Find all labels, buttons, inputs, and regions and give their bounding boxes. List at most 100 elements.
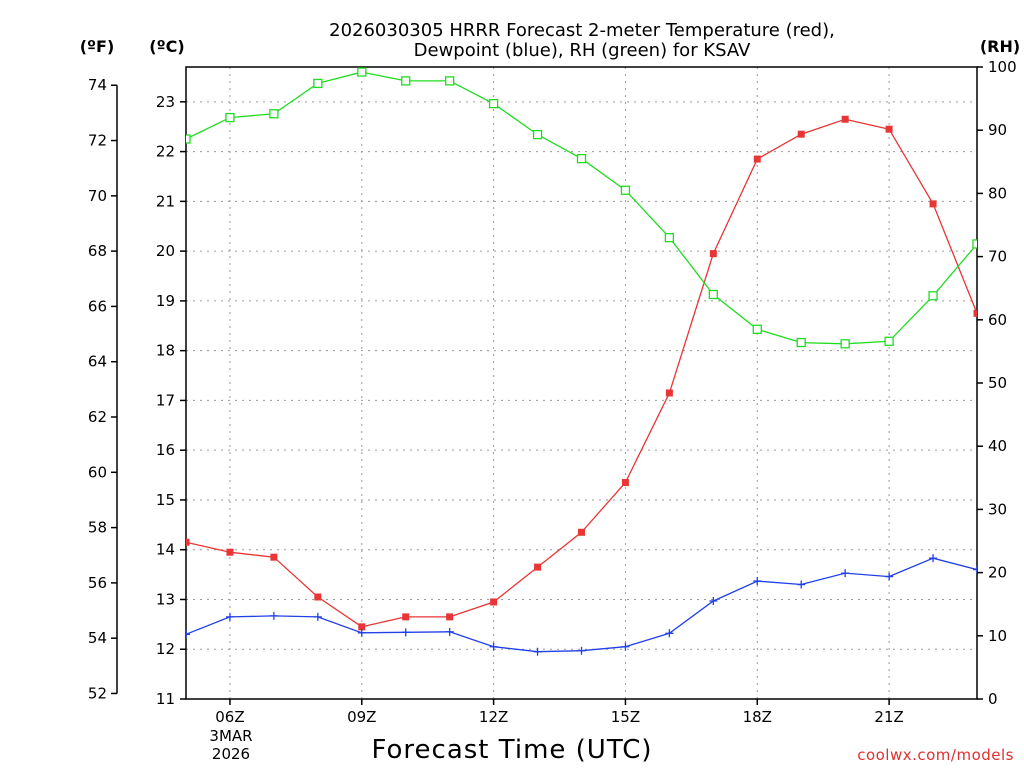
rh-axis-unit: (RH) bbox=[980, 37, 1020, 56]
fahrenheit-tick-label: 72 bbox=[88, 132, 107, 150]
celsius-tick-label: 13 bbox=[156, 590, 175, 608]
date-label-year: 2026 bbox=[212, 745, 250, 763]
x-tick-label: 15Z bbox=[611, 708, 640, 726]
x-tick-label: 06Z bbox=[215, 708, 244, 726]
dewpoint-point bbox=[401, 628, 410, 637]
rh-tick-label: 50 bbox=[988, 374, 1007, 392]
rh-tick-label: 30 bbox=[988, 500, 1007, 518]
fahrenheit-tick-label: 68 bbox=[88, 242, 107, 260]
dewpoint-point bbox=[269, 611, 278, 620]
data-series bbox=[186, 67, 977, 656]
temperature-point bbox=[270, 553, 278, 561]
celsius-tick-label: 16 bbox=[156, 441, 175, 459]
fahrenheit-tick-label: 74 bbox=[88, 76, 107, 94]
celsius-axis-unit: (ºC) bbox=[149, 37, 184, 56]
rh-point bbox=[620, 185, 631, 195]
rh-line bbox=[186, 71, 977, 345]
rh-point bbox=[972, 239, 977, 249]
fahrenheit-tick-label: 60 bbox=[88, 463, 107, 481]
fahrenheit-tick-label: 52 bbox=[88, 684, 107, 702]
dewpoint-line bbox=[186, 557, 977, 653]
temperature-point bbox=[929, 200, 937, 208]
grid-lines bbox=[186, 67, 977, 700]
dewpoint-point bbox=[577, 646, 586, 655]
date-label-day: 3MAR bbox=[209, 727, 252, 745]
dewpoint-point bbox=[489, 642, 498, 651]
dewpoint-point bbox=[885, 572, 894, 581]
rh-point bbox=[532, 129, 543, 140]
dewpoint-point bbox=[186, 630, 190, 639]
temperature-point bbox=[578, 528, 585, 536]
temperature-point bbox=[534, 563, 542, 571]
rh-point bbox=[664, 232, 675, 243]
temperature-point bbox=[490, 598, 498, 606]
chart-title-line1: 2026030305 HRRR Forecast 2-meter Tempera… bbox=[329, 20, 835, 41]
rh-tick-label: 100 bbox=[988, 58, 1017, 76]
x-tick-label: 12Z bbox=[479, 708, 508, 726]
temperature-point bbox=[621, 479, 629, 487]
rh-point bbox=[576, 153, 587, 164]
temperature-point bbox=[753, 155, 761, 163]
rh-point bbox=[445, 76, 455, 86]
dewpoint-point bbox=[313, 612, 322, 621]
temperature-point bbox=[226, 548, 234, 556]
rh-point bbox=[708, 289, 718, 300]
fahrenheit-tick-label: 58 bbox=[88, 519, 107, 537]
temperature-point bbox=[358, 623, 366, 631]
celsius-tick-label: 22 bbox=[156, 143, 175, 161]
x-tick-label: 09Z bbox=[347, 708, 376, 726]
rh-tick-label: 40 bbox=[988, 437, 1007, 455]
rh-point bbox=[357, 67, 367, 77]
rh-point bbox=[225, 112, 235, 123]
dewpoint-point bbox=[665, 629, 674, 638]
dewpoint-point bbox=[225, 612, 234, 621]
fahrenheit-tick-label: 64 bbox=[88, 353, 107, 371]
chart-title-line2: Dewpoint (blue), RH (green) for KSAV bbox=[414, 40, 751, 61]
rh-point bbox=[884, 336, 894, 346]
rh-point bbox=[752, 324, 762, 334]
celsius-tick-label: 23 bbox=[156, 93, 175, 111]
dewpoint-point bbox=[357, 628, 366, 637]
rh-tick-label: 60 bbox=[988, 311, 1007, 329]
dewpoint-point bbox=[973, 565, 977, 574]
chart-axes: 06Z 09Z 12Z 15Z 18Z 21Z 11 12 13 14 15 16 17 18 19 20 21… bbox=[88, 58, 1017, 726]
dewpoint-point bbox=[841, 569, 850, 578]
celsius-tick-label: 18 bbox=[156, 342, 175, 360]
x-tick-label: 21Z bbox=[874, 708, 903, 726]
celsius-tick-label: 21 bbox=[156, 192, 175, 210]
dewpoint-point bbox=[753, 577, 762, 586]
rh-tick-label: 10 bbox=[988, 627, 1007, 645]
rh-point bbox=[401, 76, 411, 86]
fahrenheit-tick-label: 62 bbox=[88, 408, 107, 426]
temperature-point bbox=[841, 115, 849, 123]
temperature-point bbox=[186, 538, 190, 546]
celsius-tick-label: 15 bbox=[156, 491, 175, 509]
celsius-tick-label: 20 bbox=[156, 242, 175, 260]
x-axis-title: Forecast Time (UTC) bbox=[371, 735, 652, 765]
dewpoint-point bbox=[709, 596, 718, 605]
rh-point bbox=[313, 78, 323, 89]
celsius-tick-label: 12 bbox=[156, 640, 175, 658]
rh-tick-label: 70 bbox=[988, 248, 1007, 266]
celsius-tick-label: 14 bbox=[156, 541, 175, 559]
celsius-tick-label: 11 bbox=[156, 690, 175, 708]
rh-point bbox=[269, 109, 279, 119]
celsius-tick-label: 17 bbox=[156, 391, 175, 409]
temperature-point bbox=[665, 389, 673, 397]
rh-point bbox=[186, 134, 191, 144]
rh-tick-label: 0 bbox=[988, 690, 998, 708]
dewpoint-point bbox=[533, 647, 542, 656]
rh-point bbox=[840, 339, 850, 349]
temperature-point bbox=[973, 309, 977, 317]
dewpoint-point bbox=[929, 554, 938, 563]
dewpoint-point bbox=[445, 627, 454, 636]
fahrenheit-tick-label: 54 bbox=[88, 629, 107, 647]
temperature-point bbox=[446, 613, 454, 621]
fahrenheit-tick-label: 70 bbox=[88, 187, 107, 205]
temperature-point bbox=[885, 125, 893, 133]
fahrenheit-axis-unit: (ºF) bbox=[80, 37, 115, 56]
rh-tick-label: 20 bbox=[988, 564, 1007, 582]
rh-point bbox=[928, 291, 938, 301]
fahrenheit-tick-label: 66 bbox=[88, 297, 107, 315]
